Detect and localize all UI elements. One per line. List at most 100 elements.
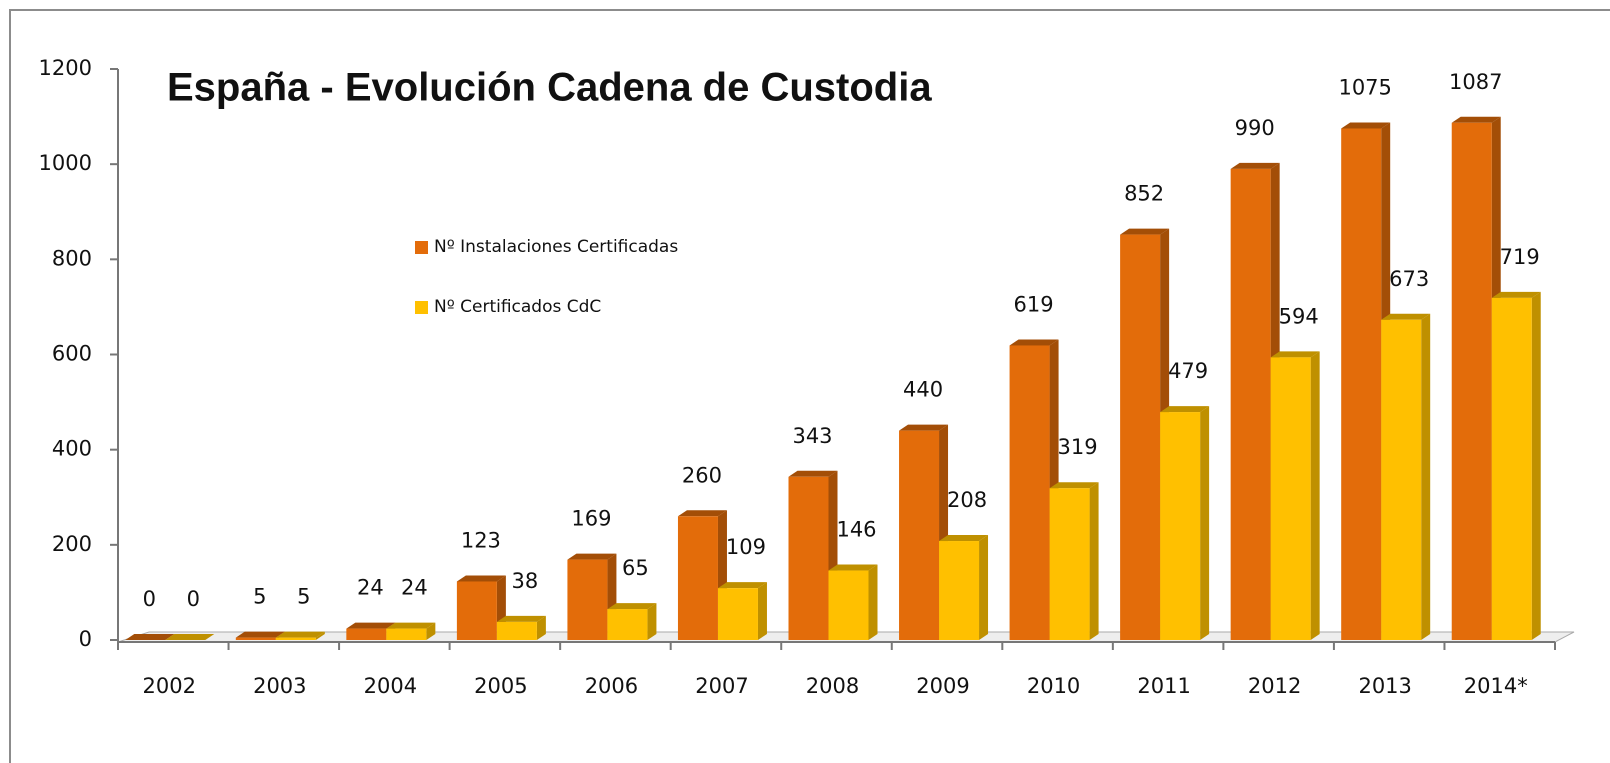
bar-top bbox=[235, 631, 285, 638]
bar bbox=[235, 637, 276, 640]
bar bbox=[939, 541, 980, 640]
bar-side bbox=[757, 582, 767, 640]
bar bbox=[1160, 412, 1201, 640]
bar bbox=[1491, 297, 1532, 640]
bar-side bbox=[647, 603, 657, 640]
bar bbox=[607, 609, 648, 640]
bar bbox=[496, 621, 537, 640]
bar-top bbox=[677, 510, 727, 517]
legend-swatch bbox=[415, 241, 428, 254]
data-label: 594 bbox=[1279, 304, 1319, 328]
y-tick-label: 1000 bbox=[39, 151, 92, 175]
bar bbox=[828, 570, 869, 640]
legend-swatch bbox=[415, 301, 428, 314]
x-tick-label: 2006 bbox=[585, 674, 638, 698]
y-tick-label: 600 bbox=[52, 342, 92, 366]
bar-top bbox=[1230, 162, 1280, 169]
data-label: 319 bbox=[1058, 435, 1098, 459]
data-label: 24 bbox=[401, 576, 428, 600]
data-label: 719 bbox=[1500, 245, 1540, 269]
x-tick-label: 2004 bbox=[364, 674, 417, 698]
bar-top bbox=[1270, 351, 1320, 358]
bar bbox=[1120, 234, 1161, 640]
data-label: 440 bbox=[903, 378, 943, 402]
data-label: 343 bbox=[792, 424, 832, 448]
x-tick-label: 2003 bbox=[253, 674, 306, 698]
bar bbox=[1270, 357, 1311, 640]
data-label: 0 bbox=[143, 587, 156, 611]
bar-top bbox=[165, 634, 215, 640]
bar-side bbox=[979, 535, 989, 640]
bar-top bbox=[1491, 291, 1541, 298]
bar-top bbox=[1341, 122, 1391, 129]
bar-top bbox=[125, 634, 175, 640]
bar-side bbox=[1089, 482, 1099, 640]
x-tick-label: 2014* bbox=[1464, 674, 1528, 698]
data-label: 619 bbox=[1014, 292, 1054, 316]
x-tick-label: 2008 bbox=[806, 674, 859, 698]
bar-top bbox=[456, 575, 506, 582]
x-tick-label: 2011 bbox=[1137, 674, 1190, 698]
x-tick-label: 2013 bbox=[1358, 674, 1411, 698]
bar-side bbox=[1200, 406, 1210, 640]
bar-top bbox=[1451, 116, 1501, 123]
x-tick-label: 2007 bbox=[695, 674, 748, 698]
bar-top bbox=[939, 535, 989, 542]
bar-top bbox=[496, 615, 546, 622]
bar-side bbox=[315, 631, 325, 640]
bar bbox=[275, 637, 316, 640]
y-tick-label: 0 bbox=[79, 627, 92, 651]
y-tick-label: 1200 bbox=[39, 56, 92, 80]
data-label: 0 bbox=[187, 587, 200, 611]
data-label: 5 bbox=[253, 585, 266, 609]
bar bbox=[899, 430, 940, 640]
data-label: 169 bbox=[571, 507, 611, 531]
bar-top bbox=[567, 553, 617, 560]
x-tick-label: 2012 bbox=[1248, 674, 1301, 698]
data-label: 1087 bbox=[1449, 70, 1502, 94]
legend-label: Nº Instalaciones Certificadas bbox=[434, 237, 678, 257]
bar-top bbox=[788, 470, 838, 477]
data-label: 260 bbox=[682, 463, 722, 487]
bar bbox=[1451, 122, 1492, 640]
data-label: 38 bbox=[512, 569, 539, 593]
data-label: 990 bbox=[1235, 116, 1275, 140]
bar-top bbox=[1381, 313, 1431, 320]
bar bbox=[1009, 345, 1050, 640]
bar bbox=[1230, 168, 1271, 641]
x-tick-label: 2002 bbox=[143, 674, 196, 698]
bar bbox=[456, 581, 497, 640]
bar bbox=[677, 516, 718, 640]
data-label: 5 bbox=[297, 585, 310, 609]
bar bbox=[386, 628, 427, 640]
bar-top bbox=[1009, 339, 1059, 346]
data-label: 852 bbox=[1124, 182, 1164, 206]
x-tick-label: 2005 bbox=[474, 674, 527, 698]
data-label: 1075 bbox=[1338, 75, 1391, 99]
bar-side bbox=[868, 564, 878, 640]
data-label: 146 bbox=[836, 518, 876, 542]
bar-top bbox=[607, 603, 657, 610]
y-tick-label: 400 bbox=[52, 437, 92, 461]
bar bbox=[717, 588, 758, 640]
bar-top bbox=[1120, 228, 1170, 235]
data-label: 123 bbox=[461, 528, 501, 552]
x-tick-label: 2009 bbox=[916, 674, 969, 698]
chart-title: España - Evolución Cadena de Custodia bbox=[167, 66, 932, 110]
data-label: 109 bbox=[726, 535, 766, 559]
bar-top bbox=[899, 424, 949, 431]
bar bbox=[346, 628, 387, 640]
data-label: 479 bbox=[1168, 359, 1208, 383]
bar-side bbox=[426, 622, 436, 640]
bar-top bbox=[346, 622, 396, 629]
y-tick-label: 200 bbox=[52, 532, 92, 556]
bar-side bbox=[1421, 313, 1431, 640]
data-label: 673 bbox=[1389, 267, 1429, 291]
legend-label: Nº Certificados CdC bbox=[434, 297, 601, 317]
data-label: 208 bbox=[947, 488, 987, 512]
bar-top bbox=[1049, 482, 1099, 489]
bar-top bbox=[717, 582, 767, 589]
bar bbox=[1381, 319, 1422, 640]
bar-top bbox=[1160, 406, 1210, 413]
